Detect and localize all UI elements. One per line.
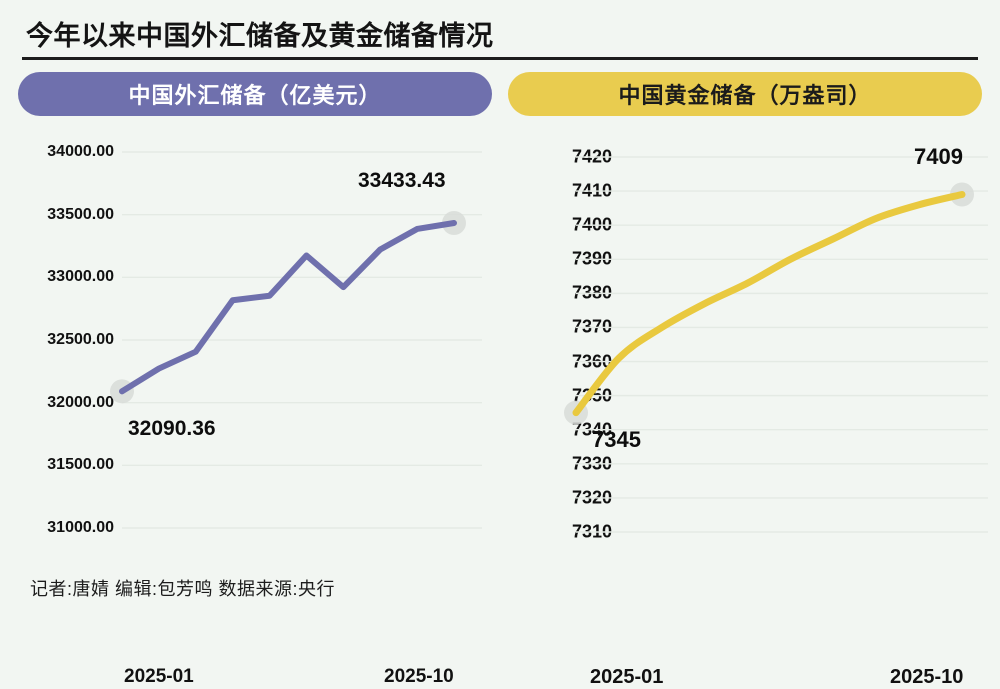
y-axis-tick-label: 33500.00 bbox=[47, 205, 114, 223]
y-axis-tick-label: 32000.00 bbox=[47, 393, 114, 411]
y-axis-tick-label: 33000.00 bbox=[47, 268, 114, 286]
gold-line-chart bbox=[564, 156, 988, 533]
fx-start-value-label: 32090.36 bbox=[128, 417, 216, 440]
page-title: 今年以来中国外汇储备及黄金储备情况 bbox=[26, 21, 494, 51]
footer-credits: 记者:唐婧 编辑:包芳鸣 数据来源:央行 bbox=[30, 579, 336, 599]
y-axis-tick-label: 31000.00 bbox=[47, 519, 114, 536]
title-divider bbox=[22, 57, 978, 60]
gold-panel-badge-label: 中国黄金储备（万盎司） bbox=[618, 83, 872, 108]
fx-x-axis-end-label: 2025-10 bbox=[384, 666, 454, 687]
fx-y-axis: 34000.00 33500.00 33000.00 32500.00 32000.00… bbox=[0, 132, 120, 552]
fx-panel-badge-label: 中国外汇储备（亿美元） bbox=[128, 83, 382, 108]
fx-plot-area bbox=[110, 132, 482, 552]
fx-chart-panel: 34000.00 33500.00 33000.00 32500.00 32000.00… bbox=[0, 132, 500, 687]
gold-x-axis-end-label: 2025-10 bbox=[890, 666, 964, 688]
gold-plot-area bbox=[564, 132, 988, 552]
y-axis-tick-label: 34000.00 bbox=[47, 143, 114, 160]
gold-panel-badge: 中国黄金储备（万盎司） bbox=[508, 72, 982, 116]
gold-x-axis-start-label: 2025-01 bbox=[590, 666, 664, 688]
data-series-line bbox=[119, 220, 457, 395]
data-series-line bbox=[572, 191, 966, 417]
fx-panel-badge: 中国外汇储备（亿美元） bbox=[18, 72, 492, 116]
fx-line-chart bbox=[110, 151, 482, 529]
y-axis-tick-label: 31500.00 bbox=[47, 456, 114, 474]
infographic-root: 今年以来中国外汇储备及黄金储备情况 中国外汇储备（亿美元） 中国黄金储备（万盎司… bbox=[0, 21, 1000, 688]
gold-end-value-label: 7409 bbox=[914, 144, 963, 169]
gold-start-value-label: 7345 bbox=[592, 427, 641, 452]
y-axis-tick-label: 32500.00 bbox=[47, 331, 114, 348]
fx-x-axis-start-label: 2025-01 bbox=[124, 666, 194, 687]
fx-end-value-label: 33433.43 bbox=[358, 169, 446, 192]
gold-chart-panel: 7420 7410 7400 7390 7380 7370 7360 7350 7340 7330… bbox=[500, 132, 1000, 688]
